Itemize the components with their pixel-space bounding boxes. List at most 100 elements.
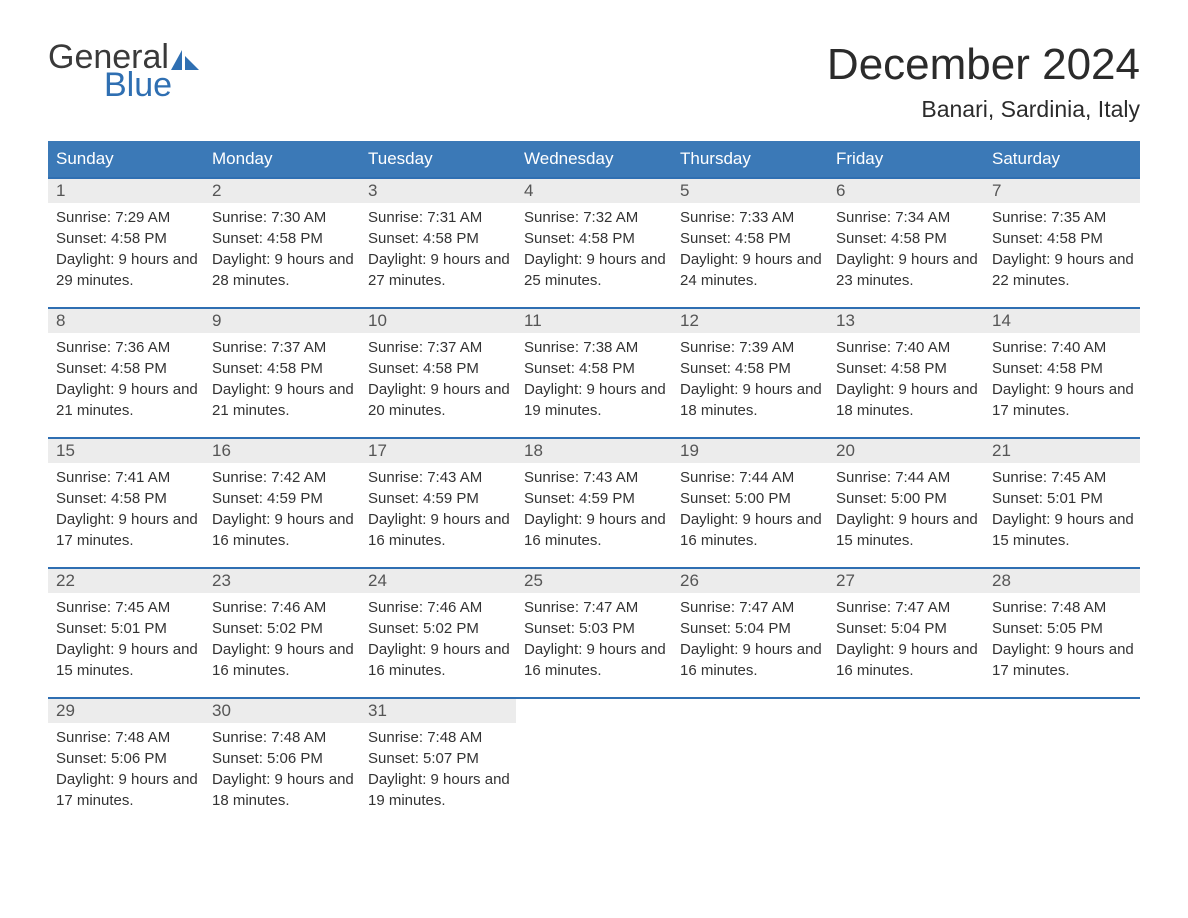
daylight-label: Daylight:: [212, 251, 270, 268]
daylight-label: Daylight:: [836, 381, 894, 398]
sunrise-line: Sunrise: 7:47 AM: [836, 597, 978, 618]
daylight-label: Daylight:: [368, 381, 426, 398]
day-number: 27: [828, 569, 984, 593]
day-number: 11: [516, 309, 672, 333]
daylight-label: Daylight:: [992, 251, 1050, 268]
day-details: Sunrise: 7:39 AMSunset: 4:58 PMDaylight:…: [672, 333, 828, 421]
daylight-label: Daylight:: [524, 251, 582, 268]
sunrise-value: 7:46 AM: [267, 599, 326, 616]
sunrise-label: Sunrise:: [836, 599, 891, 616]
sunset-value: 4:59 PM: [575, 490, 635, 507]
sunrise-label: Sunrise:: [56, 209, 111, 226]
day-number: 31: [360, 699, 516, 723]
sunrise-label: Sunrise:: [836, 339, 891, 356]
sunrise-line: Sunrise: 7:48 AM: [368, 727, 510, 748]
day-details: Sunrise: 7:47 AMSunset: 5:04 PMDaylight:…: [672, 593, 828, 681]
sunrise-label: Sunrise:: [368, 729, 423, 746]
sunset-line: Sunset: 5:01 PM: [992, 488, 1134, 509]
day-number: 26: [672, 569, 828, 593]
sunset-value: 4:58 PM: [107, 490, 167, 507]
day-details: Sunrise: 7:34 AMSunset: 4:58 PMDaylight:…: [828, 203, 984, 291]
day-details: Sunrise: 7:47 AMSunset: 5:04 PMDaylight:…: [828, 593, 984, 681]
calendar-week: 29Sunrise: 7:48 AMSunset: 5:06 PMDayligh…: [48, 697, 1140, 811]
daylight-label: Daylight:: [524, 641, 582, 658]
daylight-line: Daylight: 9 hours and 22 minutes.: [992, 249, 1134, 291]
sunrise-value: 7:35 AM: [1047, 209, 1106, 226]
sunrise-value: 7:44 AM: [735, 469, 794, 486]
day-number: 13: [828, 309, 984, 333]
sunset-line: Sunset: 4:58 PM: [56, 488, 198, 509]
sunset-value: 5:06 PM: [107, 750, 167, 767]
sunset-line: Sunset: 5:03 PM: [524, 618, 666, 639]
sunset-line: Sunset: 4:58 PM: [680, 228, 822, 249]
title-block: December 2024 Banari, Sardinia, Italy: [827, 40, 1140, 123]
calendar-page: General Blue December 2024 Banari, Sardi…: [0, 0, 1188, 867]
day-details: Sunrise: 7:30 AMSunset: 4:58 PMDaylight:…: [204, 203, 360, 291]
sunset-label: Sunset:: [680, 490, 731, 507]
day-cell: 29Sunrise: 7:48 AMSunset: 5:06 PMDayligh…: [48, 699, 204, 811]
daylight-line: Daylight: 9 hours and 15 minutes.: [836, 509, 978, 551]
sunset-value: 5:05 PM: [1043, 620, 1103, 637]
sunset-line: Sunset: 4:58 PM: [836, 358, 978, 379]
sunset-value: 5:03 PM: [575, 620, 635, 637]
calendar-week: 22Sunrise: 7:45 AMSunset: 5:01 PMDayligh…: [48, 567, 1140, 681]
sunrise-value: 7:48 AM: [111, 729, 170, 746]
sunrise-value: 7:30 AM: [267, 209, 326, 226]
day-cell: 21Sunrise: 7:45 AMSunset: 5:01 PMDayligh…: [984, 439, 1140, 551]
sunrise-value: 7:41 AM: [111, 469, 170, 486]
day-number: 3: [360, 179, 516, 203]
daylight-line: Daylight: 9 hours and 23 minutes.: [836, 249, 978, 291]
day-cell: 24Sunrise: 7:46 AMSunset: 5:02 PMDayligh…: [360, 569, 516, 681]
sunrise-label: Sunrise:: [56, 599, 111, 616]
daylight-label: Daylight:: [212, 381, 270, 398]
day-number: 6: [828, 179, 984, 203]
sunset-label: Sunset:: [212, 620, 263, 637]
day-cell: 2Sunrise: 7:30 AMSunset: 4:58 PMDaylight…: [204, 179, 360, 291]
day-cell: 26Sunrise: 7:47 AMSunset: 5:04 PMDayligh…: [672, 569, 828, 681]
sunset-value: 5:07 PM: [419, 750, 479, 767]
sunrise-line: Sunrise: 7:37 AM: [368, 337, 510, 358]
daylight-line: Daylight: 9 hours and 16 minutes.: [680, 639, 822, 681]
day-cell: ·: [672, 699, 828, 811]
daylight-label: Daylight:: [524, 381, 582, 398]
sunset-label: Sunset:: [368, 750, 419, 767]
sunrise-line: Sunrise: 7:45 AM: [56, 597, 198, 618]
sunrise-line: Sunrise: 7:44 AM: [680, 467, 822, 488]
day-details: Sunrise: 7:48 AMSunset: 5:06 PMDaylight:…: [204, 723, 360, 811]
sunset-line: Sunset: 5:00 PM: [836, 488, 978, 509]
sunset-label: Sunset:: [680, 360, 731, 377]
day-number: 15: [48, 439, 204, 463]
daylight-line: Daylight: 9 hours and 25 minutes.: [524, 249, 666, 291]
sunset-line: Sunset: 4:58 PM: [368, 228, 510, 249]
sunset-value: 4:58 PM: [107, 360, 167, 377]
day-details: Sunrise: 7:35 AMSunset: 4:58 PMDaylight:…: [984, 203, 1140, 291]
sunset-value: 5:00 PM: [731, 490, 791, 507]
sunset-label: Sunset:: [836, 230, 887, 247]
day-number: 20: [828, 439, 984, 463]
sunset-line: Sunset: 4:58 PM: [212, 358, 354, 379]
day-details: Sunrise: 7:44 AMSunset: 5:00 PMDaylight:…: [672, 463, 828, 551]
sunrise-line: Sunrise: 7:31 AM: [368, 207, 510, 228]
sunset-label: Sunset:: [212, 230, 263, 247]
day-cell: 4Sunrise: 7:32 AMSunset: 4:58 PMDaylight…: [516, 179, 672, 291]
day-details: Sunrise: 7:45 AMSunset: 5:01 PMDaylight:…: [48, 593, 204, 681]
sunset-value: 5:04 PM: [887, 620, 947, 637]
sunrise-line: Sunrise: 7:34 AM: [836, 207, 978, 228]
sunrise-line: Sunrise: 7:48 AM: [56, 727, 198, 748]
weekday-header-row: SundayMondayTuesdayWednesdayThursdayFrid…: [48, 141, 1140, 177]
daylight-label: Daylight:: [680, 641, 738, 658]
daylight-line: Daylight: 9 hours and 15 minutes.: [992, 509, 1134, 551]
sunset-label: Sunset:: [212, 750, 263, 767]
sunrise-value: 7:38 AM: [579, 339, 638, 356]
sunset-value: 4:58 PM: [263, 360, 323, 377]
daylight-label: Daylight:: [56, 511, 114, 528]
sunset-label: Sunset:: [992, 620, 1043, 637]
day-number: 8: [48, 309, 204, 333]
daylight-label: Daylight:: [212, 641, 270, 658]
sunrise-line: Sunrise: 7:36 AM: [56, 337, 198, 358]
daylight-line: Daylight: 9 hours and 19 minutes.: [524, 379, 666, 421]
day-details: Sunrise: 7:47 AMSunset: 5:03 PMDaylight:…: [516, 593, 672, 681]
day-number: 28: [984, 569, 1140, 593]
sunrise-label: Sunrise:: [368, 339, 423, 356]
sunset-label: Sunset:: [368, 620, 419, 637]
